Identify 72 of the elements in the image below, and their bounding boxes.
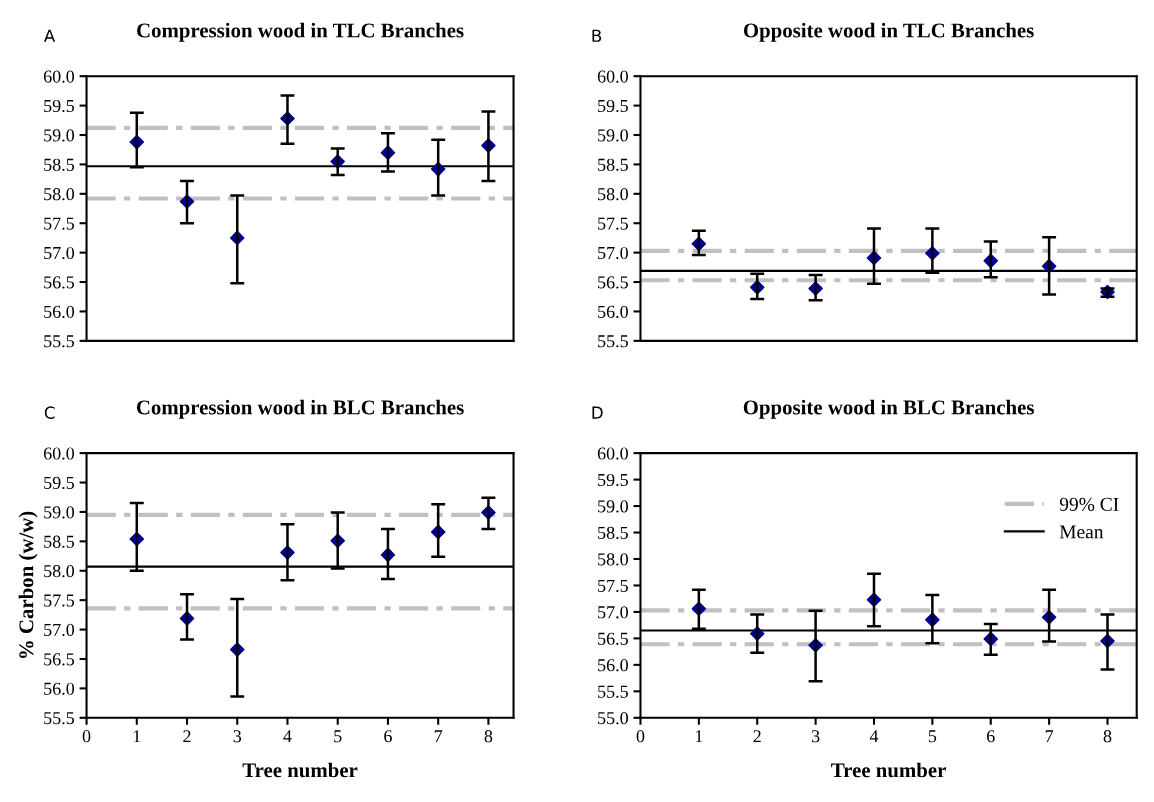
y-tick-label: 56.5: [598, 276, 628, 289]
y-tick-label: 59.5: [44, 476, 75, 490]
y-tick-label: 60.0: [597, 447, 628, 460]
y-tick-label: 56.0: [44, 682, 75, 695]
y-tick-label: 55.5: [44, 712, 75, 725]
y-tick-label: 59.5: [598, 99, 628, 113]
y-tick-label: 57.0: [44, 246, 75, 260]
y-tick-label: 59.0: [44, 129, 75, 142]
chart-title: Compression wood in BLC Branches: [136, 399, 464, 419]
y-tick-label: 57.5: [598, 579, 628, 592]
y-axis-title: % Carbon (w/w): [18, 511, 38, 658]
text: A: [43, 29, 56, 42]
y-tick-label: 58.0: [44, 565, 75, 578]
x-tick-label: 1: [133, 730, 141, 743]
y-tick-label: 59.5: [44, 99, 75, 113]
x-tick-label: 2: [183, 730, 191, 743]
y-tick-label: 56.0: [44, 305, 75, 318]
chart-title: Compression wood in TLC Branches: [137, 22, 464, 42]
x-tick-label: 6: [987, 730, 995, 743]
chart-title: Opposite wood in TLC Branches: [743, 22, 1034, 42]
y-tick-label: 58.0: [598, 188, 628, 201]
chart-title: Opposite wood in BLC Branches: [743, 399, 1034, 419]
x-tick-label: 7: [1045, 730, 1054, 743]
y-tick-label: 55.5: [598, 685, 628, 698]
y-tick-label: 58.0: [598, 553, 628, 566]
y-tick-label: 58.5: [598, 158, 628, 171]
y-tick-label: 59.0: [44, 506, 75, 519]
y-tick-label: 60.0: [43, 447, 75, 460]
y-tick-label: 58.0: [44, 188, 75, 201]
legend-label: Mean: [1059, 525, 1104, 539]
y-tick-label: 55.0: [598, 712, 628, 725]
x-tick-label: 6: [384, 730, 392, 743]
x-tick-label: 5: [334, 730, 342, 743]
y-tick-label: 56.5: [44, 653, 75, 666]
y-tick-label: 59.0: [598, 129, 628, 142]
text: D: [592, 406, 603, 419]
y-tick-label: 57.0: [598, 606, 628, 619]
y-tick-label: 57.5: [44, 217, 75, 230]
y-tick-label: 58.5: [44, 535, 75, 548]
y-tick-label: 58.5: [44, 158, 75, 171]
text: C: [44, 406, 55, 419]
y-tick-label: 56.0: [598, 305, 628, 318]
x-axis-title: Tree number: [831, 762, 946, 778]
x-tick-label: 8: [484, 730, 493, 743]
y-tick-label: 55.5: [44, 335, 75, 348]
legend-label: 99% CI: [1059, 497, 1119, 511]
y-tick-label: 56.5: [598, 632, 628, 645]
x-tick-label: 0: [636, 730, 645, 743]
x-axis-title: Tree number: [242, 762, 358, 778]
y-tick-label: 56.5: [44, 276, 75, 289]
y-tick-label: 57.0: [598, 246, 628, 260]
x-tick-label: 4: [869, 730, 879, 743]
y-tick-label: 56.0: [598, 659, 628, 672]
y-tick-label: 60.0: [43, 70, 75, 83]
y-tick-label: 57.5: [598, 217, 628, 230]
y-tick-label: 58.5: [598, 526, 628, 540]
y-tick-label: 59.5: [598, 473, 628, 487]
x-tick-label: 4: [283, 730, 292, 743]
x-tick-label: 1: [695, 730, 703, 743]
x-tick-label: 3: [811, 730, 820, 743]
text: B: [592, 29, 602, 42]
x-tick-label: 8: [1103, 730, 1112, 743]
x-tick-label: 2: [753, 730, 761, 743]
x-tick-label: 7: [434, 730, 443, 743]
y-tick-label: 59.0: [598, 500, 628, 513]
x-tick-label: 0: [82, 730, 91, 743]
x-tick-label: 3: [233, 730, 242, 743]
y-tick-label: 57.5: [44, 594, 75, 607]
x-tick-label: 5: [928, 730, 937, 743]
y-tick-label: 57.0: [44, 623, 75, 637]
y-tick-label: 55.5: [598, 335, 628, 348]
y-tick-label: 60.0: [597, 70, 628, 83]
